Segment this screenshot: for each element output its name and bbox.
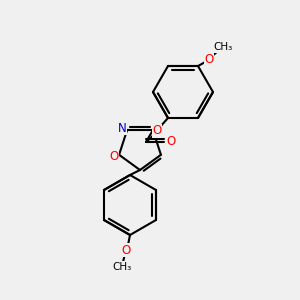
- Text: O: O: [204, 52, 214, 65]
- Text: N: N: [118, 122, 126, 135]
- Text: O: O: [152, 124, 162, 137]
- Text: O: O: [122, 244, 130, 256]
- Text: CH₃: CH₃: [112, 262, 132, 272]
- Text: CH₃: CH₃: [213, 42, 232, 52]
- Text: O: O: [110, 150, 119, 163]
- Text: O: O: [167, 136, 176, 148]
